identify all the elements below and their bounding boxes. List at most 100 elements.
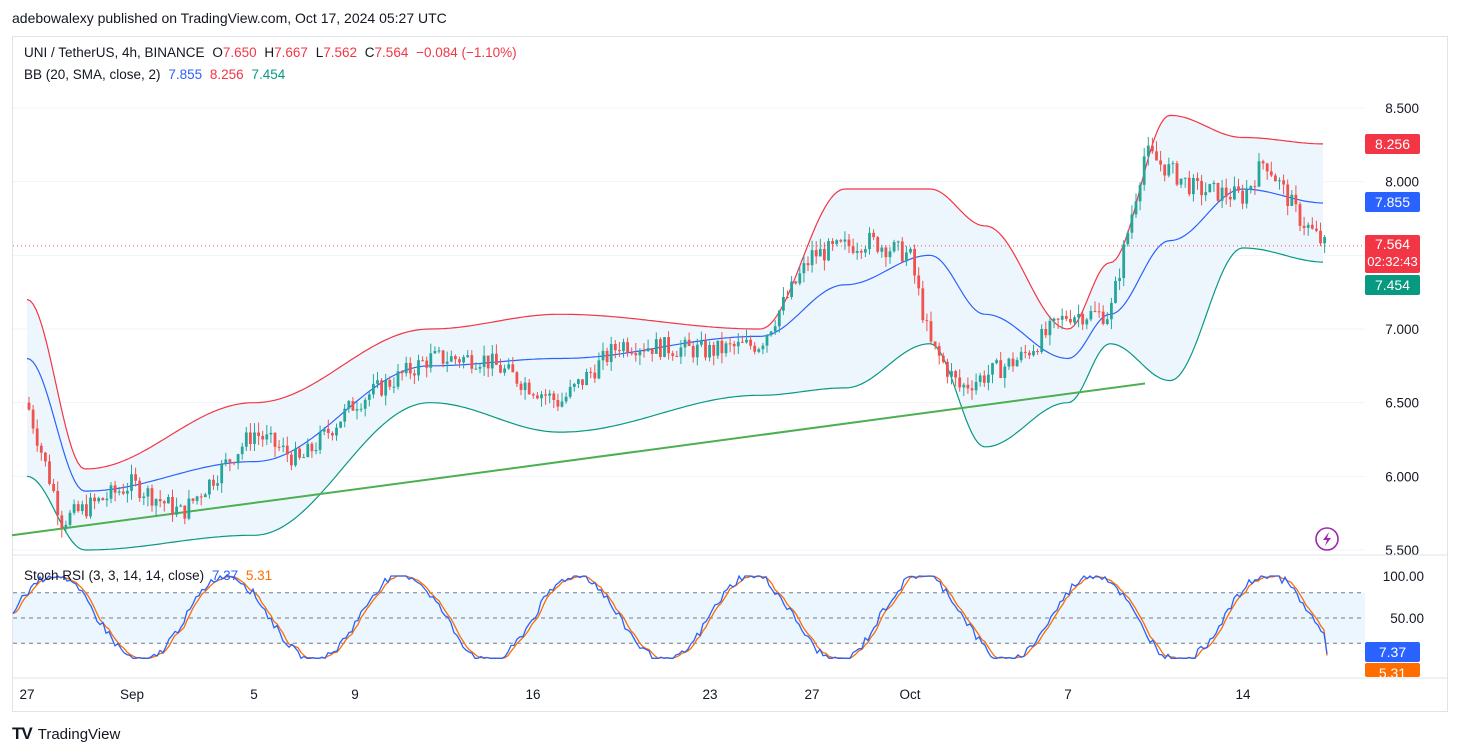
stoch-y-tick-label: 100.00 bbox=[1383, 569, 1424, 584]
candle-body bbox=[601, 350, 605, 361]
candle-body bbox=[101, 498, 105, 501]
candle-body bbox=[966, 384, 970, 389]
candle-body bbox=[691, 345, 695, 358]
tradingview-logo-icon: TV bbox=[12, 724, 33, 743]
candle-body bbox=[1122, 244, 1126, 279]
candle-body bbox=[1019, 351, 1023, 361]
candle-body bbox=[531, 394, 535, 396]
footer-brand[interactable]: TV TradingView bbox=[12, 724, 120, 744]
candle-body bbox=[441, 350, 445, 364]
change-value: −0.084 (−1.10%) bbox=[416, 45, 517, 60]
candle-body bbox=[913, 248, 916, 276]
candle-body bbox=[322, 428, 326, 432]
candle-body bbox=[167, 496, 170, 504]
candle-body bbox=[105, 498, 109, 501]
candle-body bbox=[1220, 187, 1224, 201]
candle-body bbox=[761, 345, 765, 350]
stoch-d-price-label: 5.31 bbox=[1365, 663, 1420, 677]
candle-body bbox=[790, 281, 793, 297]
candle-body bbox=[1007, 358, 1011, 367]
candle-body bbox=[732, 343, 736, 347]
candle-body bbox=[855, 250, 859, 253]
candle-body bbox=[458, 359, 461, 363]
bb-upper-price-label: 8.256 bbox=[1365, 134, 1420, 154]
candle-body bbox=[777, 310, 781, 327]
candle-body bbox=[171, 496, 174, 515]
candle-body bbox=[1286, 184, 1290, 206]
candle-body bbox=[154, 499, 158, 506]
candle-body bbox=[85, 504, 88, 517]
bb-lower-value: 7.454 bbox=[251, 67, 286, 82]
candle-body bbox=[470, 355, 474, 369]
candle-body bbox=[244, 432, 248, 447]
candle-body bbox=[499, 364, 502, 373]
candle-body bbox=[474, 368, 478, 370]
candle-body bbox=[700, 340, 703, 345]
candle-body bbox=[302, 457, 306, 459]
candle-body bbox=[1130, 214, 1134, 233]
candle-body bbox=[872, 232, 875, 238]
candle-body bbox=[437, 350, 441, 352]
candle-body bbox=[1265, 163, 1269, 172]
candle-body bbox=[1052, 318, 1056, 321]
candle-body bbox=[1015, 360, 1019, 367]
candle-body bbox=[593, 372, 597, 379]
candle-body bbox=[1228, 196, 1232, 200]
candle-body bbox=[310, 443, 314, 452]
y-tick-label: 7.000 bbox=[1385, 322, 1419, 337]
y-tick-label: 5.500 bbox=[1385, 543, 1419, 558]
publisher-line: adebowalexy published on TradingView.com… bbox=[12, 10, 447, 26]
candle-body bbox=[933, 341, 937, 346]
candle-body bbox=[859, 250, 863, 253]
y-tick-label: 8.500 bbox=[1385, 101, 1419, 116]
candle-body bbox=[195, 496, 199, 501]
trendline bbox=[11, 382, 1146, 537]
ohlc-legend: UNI / TetherUS, 4h, BINANCE O7.650 H7.66… bbox=[24, 45, 521, 60]
candle-body bbox=[60, 515, 64, 528]
candle-body bbox=[294, 448, 297, 466]
candle-body bbox=[540, 394, 543, 399]
candle-body bbox=[650, 348, 654, 354]
candle-body bbox=[376, 380, 379, 384]
candle-body bbox=[507, 364, 511, 369]
candle-body bbox=[44, 452, 47, 462]
candle-body bbox=[1294, 194, 1298, 205]
candle-body bbox=[1245, 189, 1249, 204]
candle-body bbox=[794, 281, 798, 284]
candle-body bbox=[150, 488, 154, 506]
candle-body bbox=[429, 353, 433, 368]
candle-body bbox=[1101, 311, 1105, 325]
candle-body bbox=[946, 361, 949, 377]
candle-body bbox=[343, 408, 347, 422]
candle-body bbox=[48, 461, 51, 484]
candle-body bbox=[1253, 186, 1257, 188]
candle-body bbox=[216, 483, 219, 486]
candle-body bbox=[191, 498, 195, 501]
candle-body bbox=[331, 432, 334, 436]
candle-body bbox=[937, 345, 941, 356]
candle-body bbox=[519, 383, 523, 391]
low-value: 7.562 bbox=[323, 45, 358, 60]
candle-body bbox=[609, 344, 613, 362]
candle-body bbox=[982, 375, 986, 383]
candle-body bbox=[950, 371, 953, 377]
candle-body bbox=[568, 386, 572, 397]
candle-body bbox=[999, 360, 1003, 378]
candle-body bbox=[577, 379, 580, 384]
x-tick-label: 27 bbox=[804, 687, 819, 702]
candle-body bbox=[162, 501, 166, 504]
candle-body bbox=[798, 273, 802, 284]
candle-body bbox=[449, 356, 453, 362]
candle-body bbox=[741, 341, 744, 343]
candle-body bbox=[1319, 230, 1322, 244]
x-tick-label: 23 bbox=[702, 687, 717, 702]
candle-body bbox=[880, 247, 884, 252]
candle-body bbox=[974, 382, 978, 391]
candle-body bbox=[1134, 201, 1138, 215]
candle-body bbox=[1183, 177, 1187, 179]
x-tick-label: Sep bbox=[120, 687, 144, 702]
candle-body bbox=[704, 340, 707, 358]
candle-body bbox=[117, 491, 121, 493]
candle-body bbox=[482, 355, 486, 367]
